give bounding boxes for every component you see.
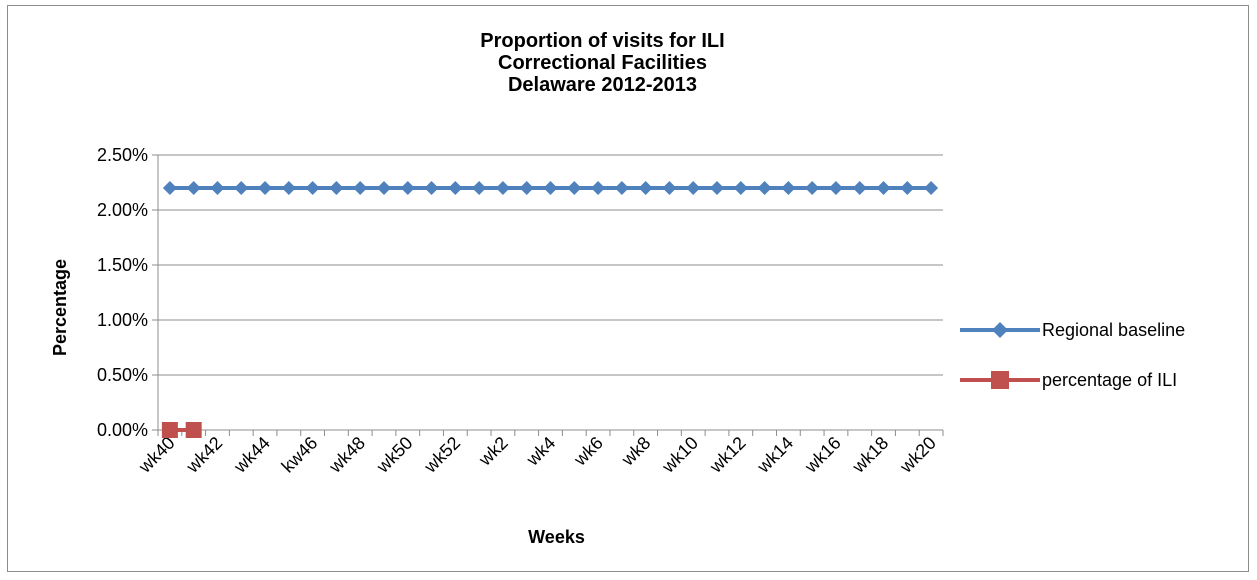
data-point-regional-baseline (329, 181, 344, 195)
chart-title-line-1: Proportion of visits for ILI (480, 30, 725, 52)
data-point-regional-baseline (162, 181, 177, 195)
data-point-regional-baseline (781, 181, 796, 195)
data-point-regional-baseline (543, 181, 558, 195)
data-point-regional-baseline (495, 181, 510, 195)
x-axis-title: Weeks (528, 527, 585, 547)
data-point-regional-baseline (234, 181, 249, 195)
data-point-regional-baseline (210, 181, 225, 195)
legend-label: percentage of ILI (1042, 370, 1177, 390)
data-point-regional-baseline (472, 181, 487, 195)
x-tick-label: kw46 (278, 433, 322, 477)
x-tick-label: wk6 (569, 433, 606, 470)
chart-title-line-2: Correctional Facilities (498, 52, 707, 74)
x-tick-label: wk42 (182, 433, 227, 478)
x-tick-label: wk8 (617, 433, 654, 470)
data-point-regional-baseline (828, 181, 843, 195)
data-point-percentage-of-ili (185, 422, 202, 438)
data-point-regional-baseline (281, 181, 296, 195)
y-tick-label: 1.00% (97, 310, 148, 330)
x-tick-label: wk20 (895, 433, 940, 478)
chart-title-line-3: Delaware 2012-2013 (507, 74, 698, 96)
data-point-regional-baseline (591, 181, 606, 195)
data-point-regional-baseline (400, 181, 415, 195)
x-tick-label: wk50 (372, 433, 417, 478)
data-point-regional-baseline (900, 181, 915, 195)
x-tick-label: wk48 (324, 433, 369, 478)
y-tick-label: 2.50% (97, 145, 148, 165)
y-tick-label: 0.00% (97, 420, 148, 440)
x-tick-label: wk14 (753, 433, 798, 478)
chart-frame (7, 5, 1249, 572)
data-point-regional-baseline (567, 181, 582, 195)
data-point-regional-baseline (852, 181, 867, 195)
data-point-regional-baseline (376, 181, 391, 195)
data-point-regional-baseline (448, 181, 463, 195)
legend-marker-diamond (992, 322, 1008, 338)
data-point-regional-baseline (424, 181, 439, 195)
y-tick-label: 2.00% (97, 200, 148, 220)
data-point-regional-baseline (805, 181, 820, 195)
data-point-regional-baseline (757, 181, 772, 195)
x-tick-label: wk44 (229, 433, 274, 478)
data-point-regional-baseline (519, 181, 534, 195)
y-tick-label: 1.50% (97, 255, 148, 275)
y-tick-label: 0.50% (97, 365, 148, 385)
x-tick-label: wk10 (657, 433, 702, 478)
data-point-regional-baseline (186, 181, 201, 195)
data-point-regional-baseline (733, 181, 748, 195)
x-tick-label: wk12 (705, 433, 750, 478)
data-point-regional-baseline (710, 181, 725, 195)
data-point-regional-baseline (924, 181, 939, 195)
x-tick-label: wk52 (420, 433, 465, 478)
legend-label: Regional baseline (1042, 320, 1185, 340)
legend-marker-square (991, 371, 1009, 389)
data-point-regional-baseline (638, 181, 653, 195)
data-point-regional-baseline (305, 181, 320, 195)
x-tick-label: wk16 (800, 433, 845, 478)
data-point-percentage-of-ili (161, 422, 178, 438)
x-tick-label: wk18 (848, 433, 893, 478)
data-point-regional-baseline (662, 181, 677, 195)
x-tick-label: wk2 (474, 433, 511, 470)
chart-title: Proportion of visits for ILI Correctiona… (440, 30, 765, 96)
y-axis-title: Percentage (50, 259, 70, 356)
data-point-regional-baseline (614, 181, 629, 195)
data-point-regional-baseline (353, 181, 368, 195)
x-tick-label: wk4 (522, 433, 559, 470)
data-point-regional-baseline (686, 181, 701, 195)
data-point-regional-baseline (258, 181, 273, 195)
data-point-regional-baseline (876, 181, 891, 195)
